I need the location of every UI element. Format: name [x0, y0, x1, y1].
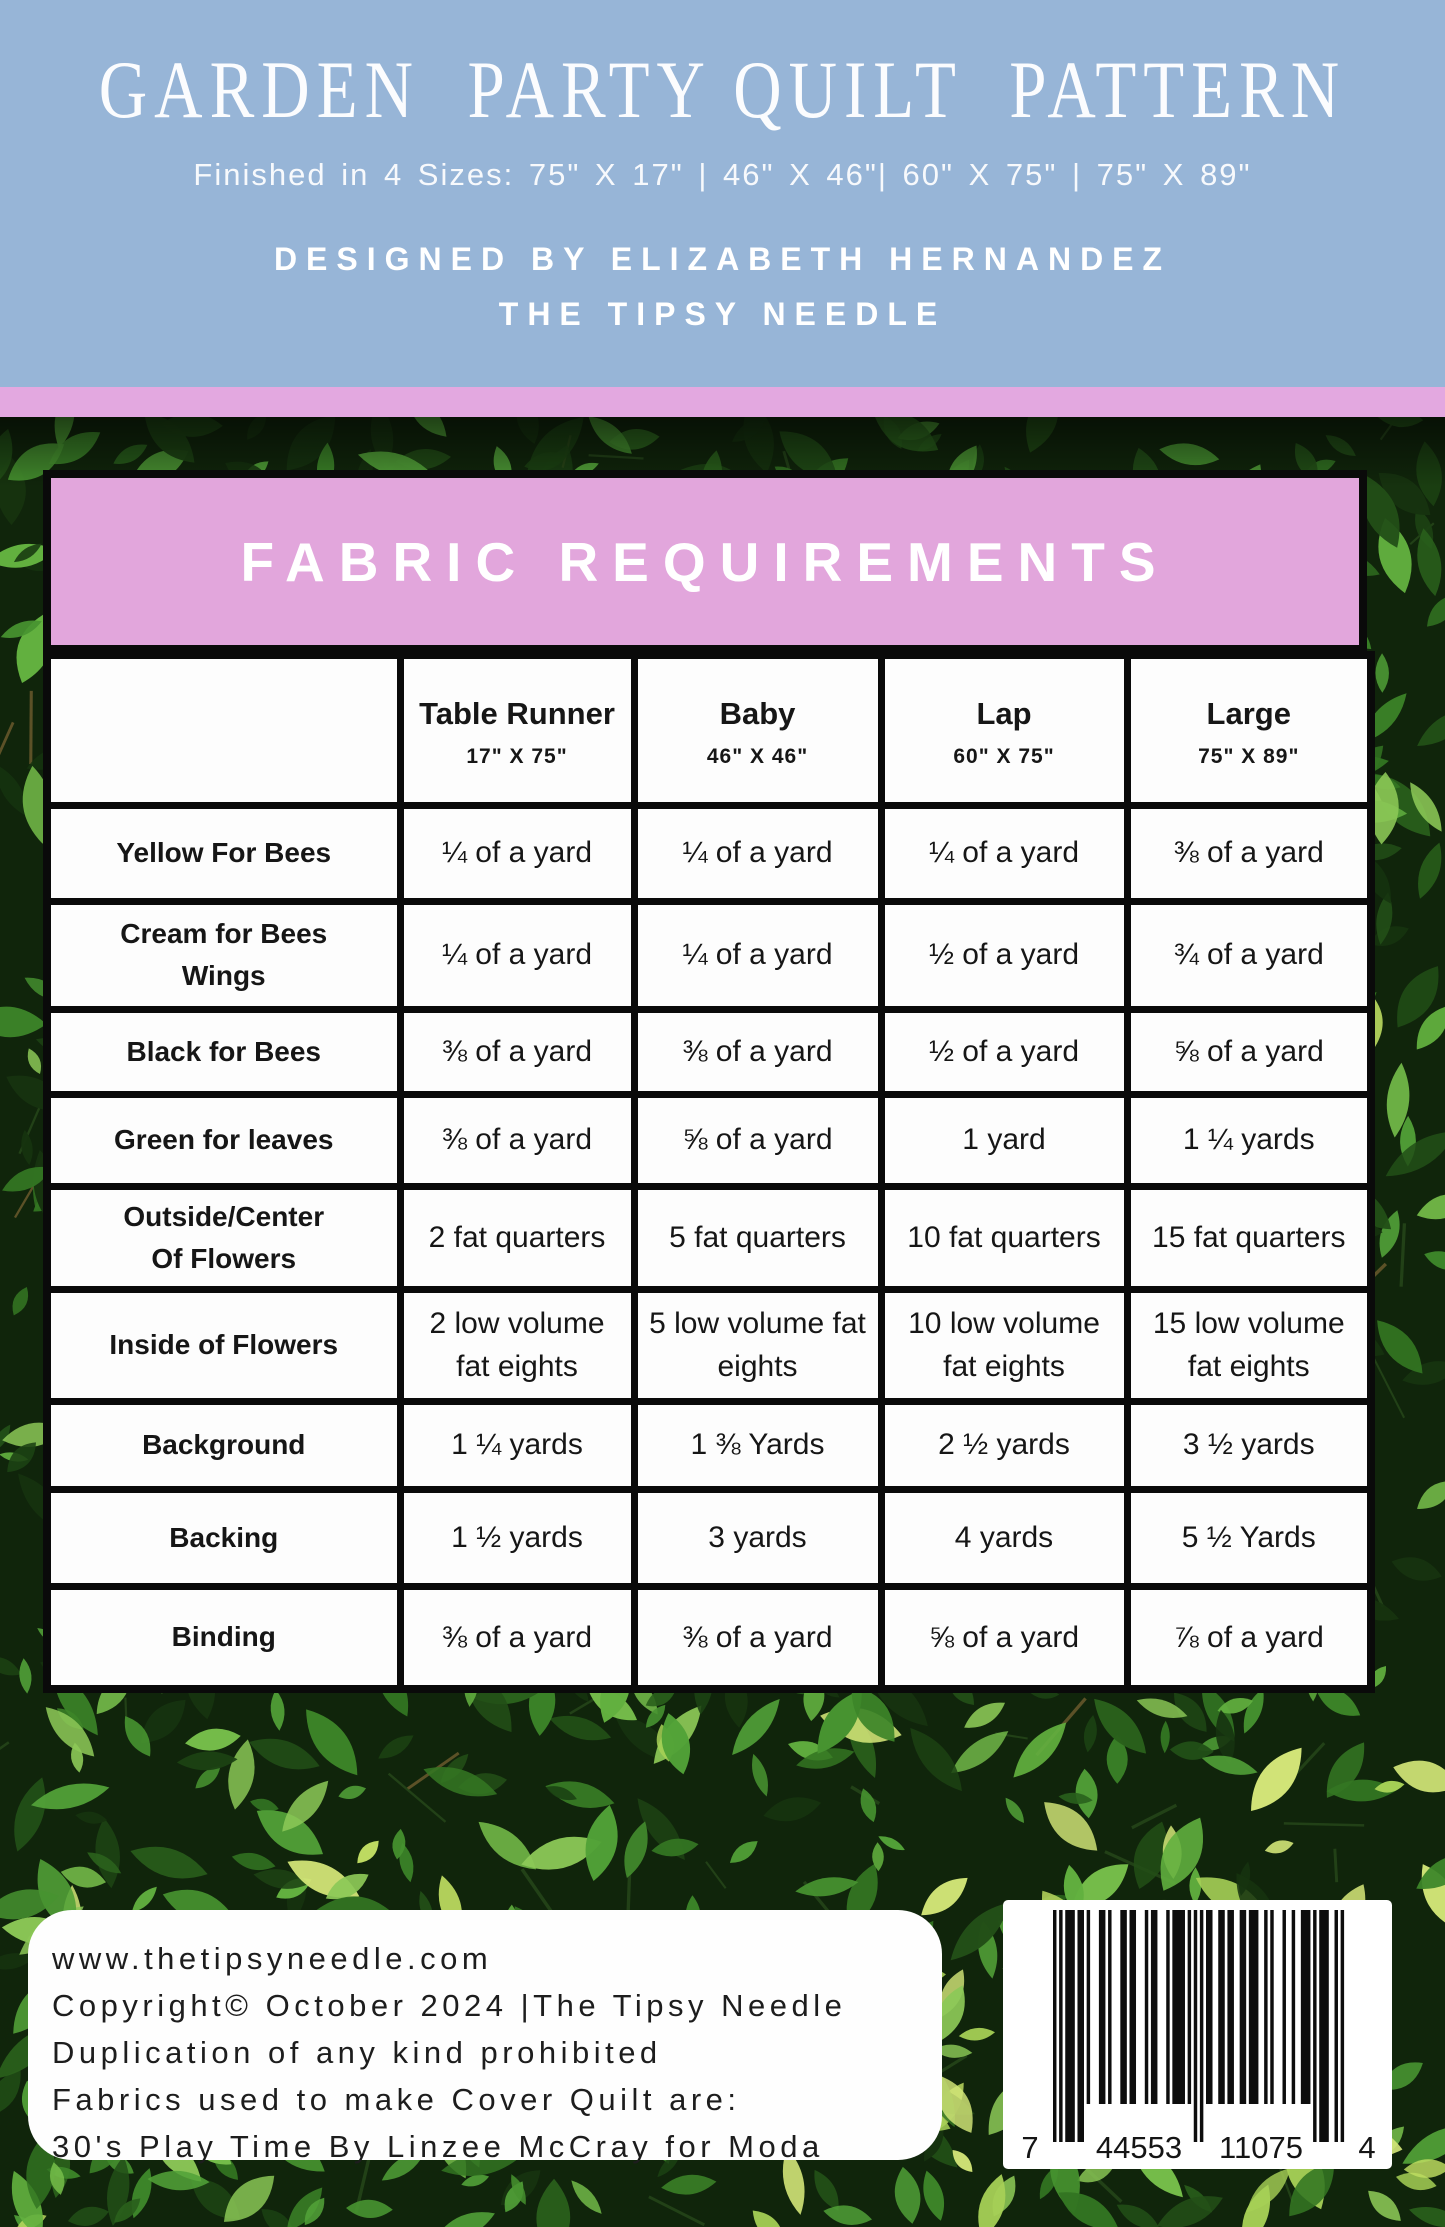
barcode-right-digit: 4 [1358, 2130, 1375, 2165]
hedge-photo-section: FABRIC REQUIREMENTS Table Runner 17" X 75… [0, 417, 1445, 2227]
fabric-requirements-table: Table Runner 17" X 75" Baby 46" X 46" Lap 60"… [43, 651, 1375, 1693]
brand-name-line: THE TIPSY NEEDLE [498, 296, 947, 332]
table-header-row: Table Runner 17" X 75" Baby 46" X 46" Lap 60"… [43, 651, 1375, 809]
column-name: Table Runner [419, 695, 615, 731]
copyright-box: www.thetipsyneedle.com Copyright© Octobe… [28, 1910, 942, 2164]
value-cell: 5 ½ Yards [1123, 1485, 1375, 1590]
value-cell: ¼ of a yard [630, 897, 885, 1013]
column-size: 75" X 89" [1198, 744, 1300, 768]
value-cell: ⅜ of a yard [630, 1582, 885, 1693]
value-cell: ⅝ of a yard [877, 1582, 1131, 1693]
value-cell: ⅜ of a yard [396, 1582, 638, 1693]
row-label-cell: Green for leaves [43, 1090, 404, 1190]
corner-cell [43, 651, 404, 809]
row-label-cell: Background [43, 1397, 404, 1493]
value-cell: ½ of a yard [877, 897, 1131, 1013]
value-cell: 4 yards [877, 1485, 1131, 1590]
row-label-cell: Inside of Flowers [43, 1285, 404, 1405]
column-header-cell: Large 75" X 89" [1123, 651, 1375, 809]
website-url: www.thetipsyneedle.com [52, 1941, 493, 1976]
value-cell: 3 ½ yards [1123, 1397, 1375, 1493]
value-cell: ⅝ of a yard [630, 1090, 885, 1190]
value-cell: ¼ of a yard [396, 897, 638, 1013]
table-row: Outside/Center Of Flowers 2 fat quarters 5… [43, 1182, 1375, 1293]
value-cell: 1 ⅜ Yards [630, 1397, 885, 1493]
fabric-requirements-banner: FABRIC REQUIREMENTS [43, 470, 1367, 653]
barcode-left-digit: 7 [1021, 2130, 1038, 2165]
barcode-bars [1053, 1910, 1345, 2142]
banner-title: FABRIC REQUIREMENTS [240, 530, 1170, 593]
duplication-notice: Duplication of any kind prohibited [52, 2035, 662, 2070]
column-size: 17" X 75" [466, 744, 568, 768]
fabrics-used-line: Fabrics used to make Cover Quilt are: [52, 2082, 741, 2117]
row-label-cell: Outside/Center Of Flowers [43, 1182, 404, 1293]
column-name: Baby [719, 695, 796, 731]
table-row: Binding ⅜ of a yard ⅜ of a yard ⅝ of a yard… [43, 1582, 1375, 1693]
value-cell: ⅜ of a yard [1123, 801, 1375, 905]
value-cell: 5 fat quarters [630, 1182, 885, 1293]
table-row: Green for leaves ⅜ of a yard ⅝ of a yard 1 … [43, 1090, 1375, 1190]
header: GARDEN PARTY QUILT PATTERN Finished in 4… [0, 0, 1445, 387]
barcode-group2: 11075 [1219, 2130, 1303, 2165]
value-cell: 1 ¼ yards [1123, 1090, 1375, 1190]
column-name: Large [1206, 695, 1291, 731]
value-cell: 2 fat quarters [396, 1182, 638, 1293]
copyright-line: Copyright© October 2024 |The Tipsy Needl… [52, 1988, 847, 2023]
value-cell: 2 ½ yards [877, 1397, 1131, 1493]
value-cell: 2 low volume fat eights [396, 1285, 638, 1405]
table-row: Backing 1 ½ yards 3 yards 4 yards 5 ½ Yards [43, 1485, 1375, 1590]
value-cell: 3 yards [630, 1485, 885, 1590]
value-cell: ¼ of a yard [630, 801, 885, 905]
row-label-cell: Black for Bees [43, 1005, 404, 1098]
value-cell: 1 ¼ yards [396, 1397, 638, 1493]
column-size: 46" X 46" [706, 744, 809, 768]
barcode-svg: 7 44553 11075 4 [1021, 1910, 1376, 2165]
barcode-group1: 44553 [1096, 2130, 1182, 2165]
row-label-cell: Binding [43, 1582, 404, 1693]
fabric-collection-line: 30's Play Time By Linzee McCray for Moda [52, 2129, 824, 2164]
designed-by-line: DESIGNED BY ELIZABETH HERNANDEZ [273, 241, 1172, 277]
column-name: Lap [976, 695, 1032, 731]
value-cell: 1 yard [877, 1090, 1131, 1190]
column-header-cell: Lap 60" X 75" [877, 651, 1131, 809]
table-row: Yellow For Bees ¼ of a yard ¼ of a yard ¼ o… [43, 801, 1375, 905]
column-header-cell: Baby 46" X 46" [630, 651, 885, 809]
value-cell: 1 ½ yards [396, 1485, 638, 1590]
row-label-cell: Cream for Bees Wings [43, 897, 404, 1013]
table-row: Inside of Flowers 2 low volume fat eights… [43, 1285, 1375, 1405]
table-row: Black for Bees ⅜ of a yard ⅜ of a yard ½ of… [43, 1005, 1375, 1098]
pink-divider-band [0, 387, 1445, 417]
value-cell: ½ of a yard [877, 1005, 1131, 1098]
row-label-cell: Backing [43, 1485, 404, 1590]
value-cell: 15 fat quarters [1123, 1182, 1375, 1293]
value-cell: ⅜ of a yard [396, 1005, 638, 1098]
column-header-cell: Table Runner 17" X 75" [396, 651, 638, 809]
value-cell: ¾ of a yard [1123, 897, 1375, 1013]
value-cell: 15 low volume fat eights [1123, 1285, 1375, 1405]
table-row: Background 1 ¼ yards 1 ⅜ Yards 2 ½ yards 3 ½… [43, 1397, 1375, 1493]
finished-sizes-line: Finished in 4 Sizes: 75" X 17" | 46" X 4… [193, 157, 1252, 192]
row-label-cell: Yellow For Bees [43, 801, 404, 905]
value-cell: ⅜ of a yard [396, 1090, 638, 1190]
value-cell: 10 low volume fat eights [877, 1285, 1131, 1405]
table-row: Cream for Bees Wings ¼ of a yard ¼ of a ya… [43, 897, 1375, 1013]
value-cell: ⅞ of a yard [1123, 1582, 1375, 1693]
barcode: 7 44553 11075 4 [1003, 1900, 1392, 2169]
value-cell: 5 low volume fat eights [630, 1285, 885, 1405]
value-cell: 10 fat quarters [877, 1182, 1131, 1293]
column-size: 60" X 75" [953, 744, 1055, 768]
value-cell: ⅝ of a yard [1123, 1005, 1375, 1098]
value-cell: ¼ of a yard [396, 801, 638, 905]
page-title: GARDEN PARTY QUILT PATTERN [98, 45, 1347, 136]
value-cell: ⅜ of a yard [630, 1005, 885, 1098]
value-cell: ¼ of a yard [877, 801, 1131, 905]
